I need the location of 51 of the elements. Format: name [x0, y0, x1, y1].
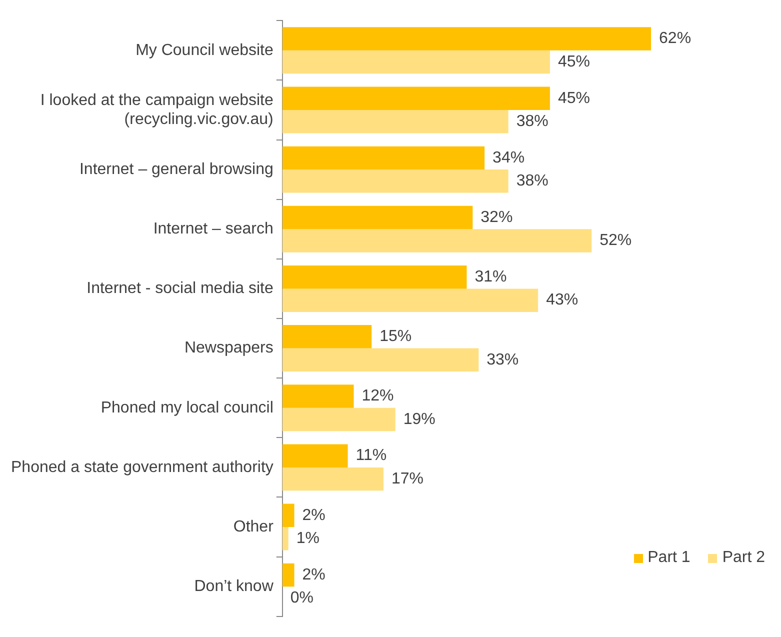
- bar: [282, 265, 467, 289]
- data-label: 12%: [362, 388, 394, 405]
- y-tick-label: Internet – search: [153, 220, 274, 238]
- legend-label: Part 2: [722, 549, 765, 567]
- data-label: 2%: [302, 566, 326, 584]
- y-tick-label: Internet – general browsing: [79, 160, 274, 178]
- data-label: 38%: [516, 112, 548, 130]
- bar: [282, 86, 550, 110]
- data-label: 45%: [558, 90, 590, 107]
- legend-label: Part 1: [648, 549, 690, 567]
- data-label: 31%: [474, 268, 507, 286]
- bar: [282, 408, 396, 432]
- data-label: 33%: [486, 351, 519, 368]
- data-label: 43%: [546, 292, 578, 309]
- bar: [282, 467, 384, 491]
- bar: [282, 110, 508, 134]
- y-tick-label: My Council website: [136, 42, 274, 59]
- data-label: 19%: [403, 410, 436, 428]
- data-label: 62%: [659, 30, 692, 48]
- data-label: 0%: [290, 590, 314, 607]
- data-label: 2%: [302, 506, 326, 524]
- data-label: 15%: [380, 328, 412, 346]
- data-label: 32%: [480, 208, 513, 226]
- bar: [282, 325, 372, 348]
- y-tick-label: I looked at the campaign website (recycling.vic.gov.au): [40, 92, 274, 128]
- y-tick-label: Newspapers: [184, 340, 274, 357]
- bar: [282, 348, 479, 372]
- data-label: 17%: [391, 470, 424, 488]
- bar: [282, 229, 592, 252]
- y-tick-label: Other: [233, 518, 274, 536]
- data-label: 38%: [516, 172, 548, 190]
- data-label: 11%: [356, 447, 387, 464]
- data-label: 34%: [492, 149, 525, 166]
- y-tick-label: Phoned my local council: [100, 399, 274, 416]
- bar: [282, 527, 288, 550]
- bar: [282, 444, 348, 468]
- data-label: 45%: [558, 53, 590, 70]
- bar: [282, 146, 485, 170]
- data-label: 52%: [600, 232, 632, 250]
- y-tick-label: Internet - social media site: [86, 280, 274, 298]
- bar: [282, 170, 508, 193]
- bar: [282, 563, 294, 587]
- y-tick-label: Don’t know: [194, 578, 274, 596]
- bar: [282, 384, 354, 408]
- data-label: 1%: [296, 530, 320, 548]
- bar: [282, 206, 473, 230]
- bar: [282, 288, 538, 312]
- y-tick-label: Phoned a state government authority: [11, 458, 274, 476]
- bar: [282, 27, 652, 50]
- bar: [282, 504, 294, 528]
- bar: [282, 50, 550, 74]
